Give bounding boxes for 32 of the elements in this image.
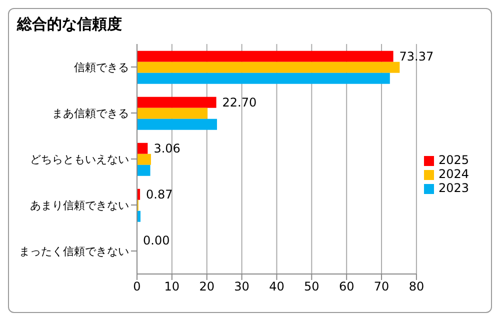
y-tick-label: まったく信頼できない — [19, 244, 129, 258]
data-label: 22.70 — [222, 95, 257, 110]
x-tick-label: 40 — [269, 280, 284, 294]
x-tick-label: 70 — [374, 280, 390, 294]
bar — [137, 96, 216, 108]
bar — [137, 62, 400, 73]
data-label: 0.87 — [146, 187, 173, 202]
bar — [137, 142, 148, 154]
bar — [137, 108, 208, 119]
y-tick-label: 信頼できる — [74, 60, 129, 74]
legend-label: 2025 — [438, 153, 469, 167]
data-label: 73.37 — [399, 49, 434, 64]
x-tick-label: 20 — [199, 280, 215, 294]
y-tick-label: どちらともいえない — [30, 152, 129, 166]
chart-title: 総合的な信頼度 — [17, 15, 122, 34]
x-tick-label: 10 — [164, 280, 180, 294]
y-tick-label: あまり信頼できない — [30, 198, 129, 212]
legend-label: 2024 — [438, 167, 469, 181]
bar — [137, 118, 217, 130]
bar — [137, 72, 390, 84]
bar — [137, 154, 151, 165]
data-label: 3.06 — [154, 141, 180, 156]
bar — [137, 164, 150, 176]
x-tick-label: 80 — [408, 280, 424, 294]
x-tick-label: 30 — [234, 280, 250, 294]
legend-label: 2023 — [438, 181, 469, 195]
data-label: 0.00 — [143, 233, 170, 248]
x-tick-label: 0 — [133, 280, 141, 294]
y-tick-label: まあ信頼できる — [52, 106, 129, 120]
x-tick-label: 60 — [338, 280, 354, 294]
bar — [137, 50, 394, 62]
x-tick-label: 50 — [304, 280, 320, 294]
